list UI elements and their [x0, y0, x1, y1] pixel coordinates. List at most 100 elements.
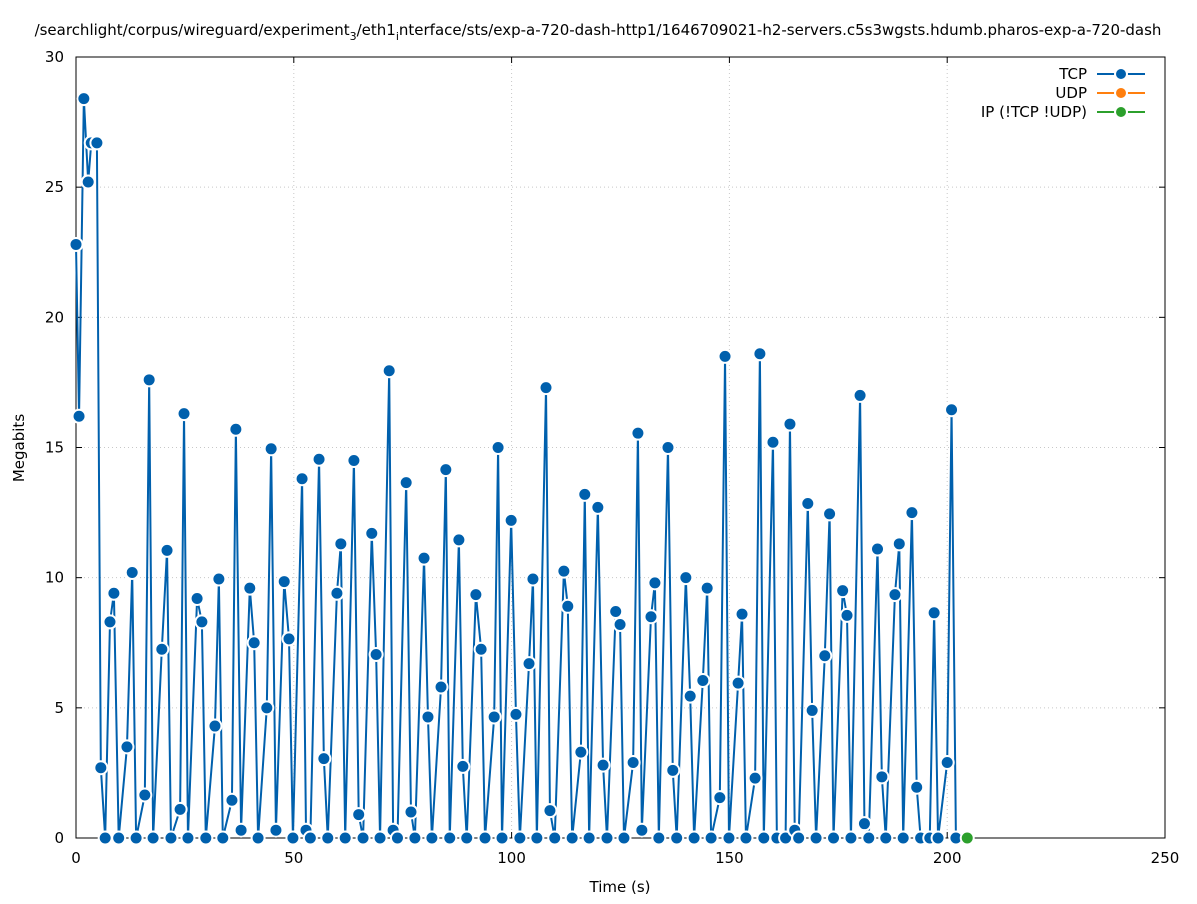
data-point-tcp — [512, 830, 528, 846]
data-point-tcp — [189, 590, 205, 606]
data-point-tcp — [198, 830, 214, 846]
data-point-tcp — [97, 830, 113, 846]
data-point-tcp — [926, 605, 942, 621]
data-point-tcp — [420, 709, 436, 725]
y-axis-label: Megabits — [10, 414, 28, 482]
x-axis-label: Time (s) — [589, 878, 651, 896]
data-point-tcp — [878, 830, 894, 846]
data-point-tcp — [625, 755, 641, 771]
data-point-tcp — [176, 406, 192, 422]
data-point-tcp — [163, 830, 179, 846]
data-point-tcp — [381, 363, 397, 379]
legend-marker-ip-tcp-udp — [1114, 105, 1128, 119]
y-tick-label: 0 — [54, 829, 64, 847]
data-point-tcp — [909, 779, 925, 795]
data-point-tcp — [852, 387, 868, 403]
data-point-tcp — [389, 830, 405, 846]
data-point-tcp — [525, 571, 541, 587]
data-point-tcp — [246, 635, 262, 651]
data-point-tcp — [835, 583, 851, 599]
data-point-tcp — [508, 706, 524, 722]
data-point-tcp — [285, 830, 301, 846]
data-point-tcp — [817, 648, 833, 664]
data-point-tcp — [102, 614, 118, 630]
data-point-tcp — [320, 830, 336, 846]
data-point-tcp — [717, 348, 733, 364]
data-point-tcp — [233, 822, 249, 838]
data-point-tcp — [398, 475, 414, 491]
y-tick-label: 15 — [45, 439, 64, 457]
data-point-tcp — [643, 609, 659, 625]
series-layer — [68, 91, 975, 846]
data-point-tcp — [490, 440, 506, 455]
data-point-tcp — [424, 830, 440, 846]
legend-label-ip-tcp-udp: IP (!TCP !UDP) — [981, 103, 1087, 121]
data-point-tcp — [93, 760, 109, 776]
data-point-tcp — [695, 672, 711, 688]
data-point-tcp — [703, 830, 719, 846]
data-point-tcp — [616, 830, 632, 846]
data-point-tcp — [669, 830, 685, 846]
data-point-tcp — [944, 402, 960, 418]
x-tick-label: 250 — [1151, 849, 1180, 867]
data-point-tcp — [368, 646, 384, 662]
data-point-tcp — [730, 675, 746, 691]
data-point-tcp — [145, 830, 161, 846]
data-point-tcp — [699, 580, 715, 596]
data-point-tcp — [939, 755, 955, 771]
data-point-tcp — [302, 830, 318, 846]
data-point-tcp — [215, 830, 231, 846]
data-point-tcp — [159, 542, 175, 558]
data-point-tcp — [433, 679, 449, 695]
y-tick-label: 30 — [45, 48, 64, 66]
data-point-tcp — [734, 606, 750, 622]
x-tick-label: 50 — [284, 849, 303, 867]
data-point-ip-tcp-udp — [959, 830, 975, 846]
data-point-tcp — [106, 585, 122, 601]
data-point-tcp — [364, 525, 380, 541]
data-point-tcp — [276, 574, 292, 590]
data-point-tcp — [665, 762, 681, 778]
data-point-tcp — [141, 372, 157, 388]
data-point-tcp — [660, 440, 676, 455]
data-point-tcp — [590, 499, 606, 515]
data-point-tcp — [494, 830, 510, 846]
data-point-tcp — [804, 702, 820, 718]
data-point-tcp — [747, 770, 763, 786]
data-point-tcp — [128, 830, 144, 846]
data-point-tcp — [800, 495, 816, 511]
data-point-tcp — [263, 441, 279, 457]
data-point-tcp — [207, 718, 223, 734]
data-point-tcp — [612, 617, 628, 633]
data-point-tcp — [891, 536, 907, 552]
data-point-tcp — [538, 380, 554, 396]
data-point-tcp — [556, 563, 572, 579]
data-point-tcp — [887, 587, 903, 603]
data-point-tcp — [259, 700, 275, 716]
data-point-tcp — [407, 830, 423, 846]
x-tick-label: 0 — [71, 849, 81, 867]
legend-label-tcp: TCP — [1058, 65, 1087, 83]
data-point-tcp — [839, 607, 855, 623]
data-point-tcp — [180, 830, 196, 846]
legend-label-udp: UDP — [1055, 84, 1087, 102]
data-point-tcp — [895, 830, 911, 846]
x-tick-label: 100 — [497, 849, 526, 867]
data-point-tcp — [194, 614, 210, 630]
x-tick-label: 150 — [715, 849, 744, 867]
data-point-tcp — [316, 751, 332, 767]
data-point-tcp — [224, 792, 240, 808]
data-point-tcp — [124, 564, 140, 580]
data-point-tcp — [154, 641, 170, 657]
data-point-tcp — [856, 816, 872, 832]
data-point-tcp — [137, 787, 153, 803]
data-point-tcp — [228, 421, 244, 437]
data-point-tcp — [337, 830, 353, 846]
data-point-tcp — [822, 506, 838, 522]
data-point-tcp — [451, 532, 467, 548]
data-point-tcp — [119, 739, 135, 755]
data-point-tcp — [682, 688, 698, 704]
data-point-tcp — [843, 830, 859, 846]
axes: 0 50 100 150 200 250 0 5 10 15 20 25 30 — [45, 48, 1179, 867]
